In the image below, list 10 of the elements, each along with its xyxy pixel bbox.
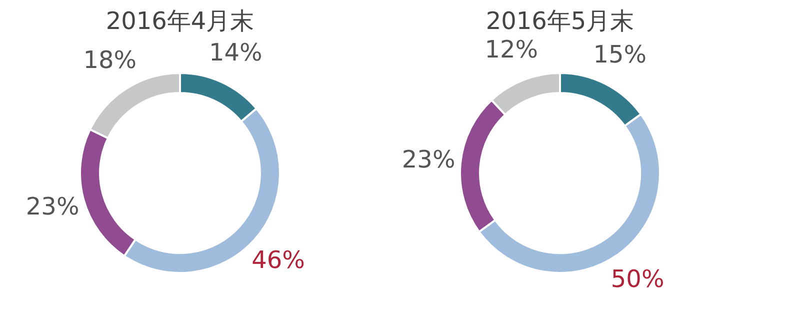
data-label: 12% bbox=[484, 35, 538, 64]
data-label: 23% bbox=[402, 146, 456, 174]
data-label: 15% bbox=[593, 40, 647, 68]
data-label: 18% bbox=[83, 46, 137, 74]
data-label: 14% bbox=[209, 38, 262, 66]
chart-title: 2016年5月末 bbox=[486, 7, 634, 35]
data-label: 46% bbox=[252, 246, 305, 274]
data-label: 50% bbox=[610, 264, 664, 293]
data-label: 23% bbox=[26, 192, 80, 220]
chart-title: 2016年4月末 bbox=[106, 7, 254, 35]
